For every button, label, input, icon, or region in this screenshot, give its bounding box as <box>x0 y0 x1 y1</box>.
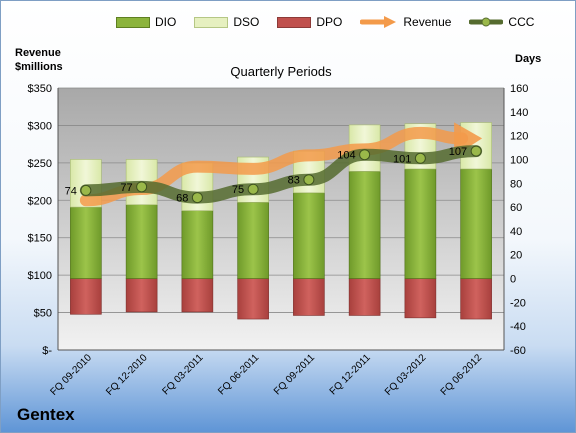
x-tick-label: FQ 12-2011 <box>328 352 373 397</box>
legend-label-dio: DIO <box>155 15 177 29</box>
bar-dio <box>181 210 214 279</box>
bar-dio <box>293 192 325 279</box>
y-left-tick-label: $- <box>42 345 52 357</box>
ccc-line <box>79 145 483 204</box>
legend-label-revenue: Revenue <box>403 15 452 29</box>
y-left-tick-label: $50 <box>34 308 52 320</box>
y-right-tick-label: -20 <box>510 297 526 309</box>
x-tick-label: FQ 09-2011 <box>272 352 317 397</box>
ccc-point <box>359 149 371 161</box>
legend-item-dpo: DPO <box>277 15 342 29</box>
legend-label-ccc: CCC <box>508 15 535 29</box>
ccc-point <box>136 181 148 193</box>
legend-swatch-dpo <box>277 16 312 28</box>
y-right-tick-label: -40 <box>510 321 526 333</box>
y-right-tick-label: 140 <box>510 107 528 119</box>
legend-item-ccc: CCC <box>469 15 534 29</box>
y-left-tick-label: $300 <box>28 120 52 132</box>
legend-label-dpo: DPO <box>316 15 343 29</box>
chart-title: Quarterly Periods <box>230 64 332 79</box>
x-tick-label: FQ 03-2012 <box>383 352 429 398</box>
bar-dio <box>348 171 381 279</box>
ccc-point <box>247 183 259 195</box>
x-tick-label: FQ 06-2011 <box>216 352 261 397</box>
bar-dpo <box>404 278 437 319</box>
y-right-tick-label: 100 <box>510 154 528 166</box>
ccc-point <box>80 184 92 196</box>
ccc-data-label: 77 <box>120 182 132 194</box>
ccc-data-label: 75 <box>232 184 244 196</box>
y-right-tick-label: 60 <box>510 202 522 214</box>
y-left-tick-label: $200 <box>28 195 52 207</box>
y-left-tick-label: $250 <box>28 158 52 170</box>
y-right-tick-label: 0 <box>510 274 516 286</box>
legend-item-dso: DSO <box>194 15 259 29</box>
legend-ccc-icon <box>469 17 504 27</box>
legend-swatch-dio <box>116 16 150 28</box>
ccc-data-label: 104 <box>337 150 355 162</box>
y-right-tick-label: 80 <box>510 178 522 190</box>
x-tick-label: FQ 03-2011 <box>161 352 206 397</box>
bar-dpo <box>181 278 214 313</box>
legend-arrow-icon <box>360 16 397 28</box>
y-axis-left-title-line2: $millions <box>15 61 63 73</box>
ccc-point <box>414 152 426 164</box>
bar-dpo <box>460 278 492 320</box>
ccc-data-label: 107 <box>449 146 467 158</box>
y-left-tick-label: $100 <box>28 270 52 282</box>
x-tick-label: FQ 06-2012 <box>439 352 485 398</box>
y-left-tick-label: $150 <box>28 233 52 245</box>
x-tick-label: FQ 09-2010 <box>48 352 94 398</box>
bar-dpo <box>125 278 158 313</box>
y-left-tick-label: $350 <box>28 83 52 95</box>
x-tick-label: FQ 12-2010 <box>104 352 150 398</box>
y-axis-right-title: Days <box>515 53 542 65</box>
bar-dpo <box>237 278 269 320</box>
bar-dio <box>125 204 158 279</box>
ccc-data-label: 101 <box>393 153 411 165</box>
y-axis-left-title-line1: Revenue <box>15 47 61 59</box>
ccc-point <box>191 192 203 204</box>
legend-item-dio: DIO <box>116 15 176 29</box>
y-right-tick-label: 40 <box>510 226 522 238</box>
ccc-data-label: 83 <box>288 175 300 187</box>
legend-swatch-dso <box>194 16 229 28</box>
ccc-point <box>303 174 315 186</box>
y-right-tick-label: 120 <box>510 131 528 143</box>
legend: DIO DSO DPO Revenue CCC <box>116 15 534 29</box>
y-right-tick-label: 160 <box>510 83 528 95</box>
plot-area <box>58 88 504 350</box>
bar-dpo <box>70 278 102 315</box>
legend-item-revenue: Revenue <box>360 15 451 29</box>
bar-dio <box>70 206 102 279</box>
company-name: Gentex <box>17 405 75 424</box>
bar-dio <box>460 168 492 279</box>
ccc-data-label: 74 <box>65 185 77 197</box>
bar-dio <box>404 168 437 279</box>
bar-dpo <box>293 278 325 316</box>
legend-label-dso: DSO <box>233 15 260 29</box>
ccc-point <box>470 145 482 157</box>
bar-dio <box>237 202 269 279</box>
bar-dpo <box>348 278 381 316</box>
y-right-tick-label: -60 <box>510 345 526 357</box>
ccc-data-label: 68 <box>176 193 188 205</box>
y-axis-left-title: Revenue $millions <box>15 46 63 74</box>
y-right-tick-label: 20 <box>510 250 522 262</box>
